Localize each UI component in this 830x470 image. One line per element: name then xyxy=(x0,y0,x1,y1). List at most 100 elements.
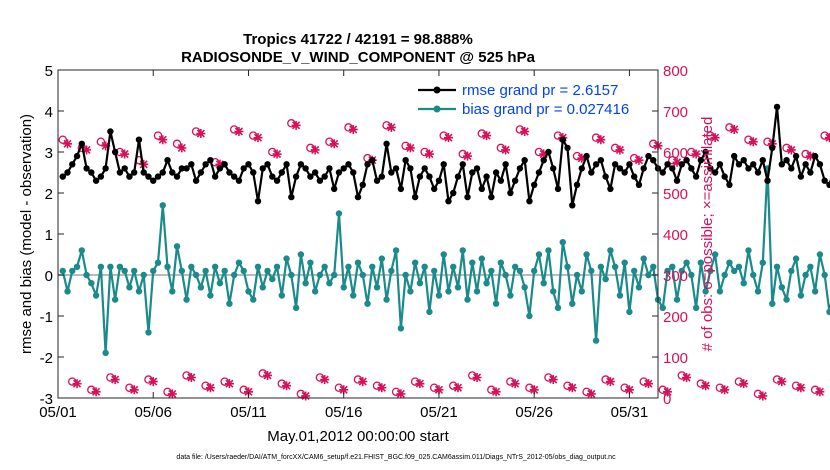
rmse-point xyxy=(711,169,719,176)
rmse-point xyxy=(154,173,162,180)
bias-point xyxy=(121,267,128,275)
rmse-point xyxy=(759,157,766,164)
bias-point xyxy=(221,267,228,275)
plot-frame xyxy=(57,69,659,399)
rmse-point xyxy=(350,169,357,176)
x-tick-label: 05/06 xyxy=(134,404,172,421)
bias-point xyxy=(397,325,405,332)
obs-assimilated-point xyxy=(263,370,273,380)
rmse-point xyxy=(502,161,509,168)
bias-point xyxy=(116,263,124,270)
rmse-point xyxy=(235,177,243,184)
bias-point xyxy=(64,288,71,295)
obs-assimilated-point xyxy=(453,383,463,393)
obs-assimilated-point xyxy=(710,133,720,143)
rmse-point xyxy=(335,169,343,176)
rmse-point xyxy=(459,161,466,168)
bias-point xyxy=(173,243,181,250)
rmse-point xyxy=(107,128,114,135)
bias-point xyxy=(321,263,328,270)
rmse-point xyxy=(173,173,181,180)
bias-point xyxy=(292,304,300,311)
bias-point xyxy=(645,271,652,279)
rmse-point xyxy=(402,157,409,164)
bias-point xyxy=(535,251,543,258)
bias-point xyxy=(388,267,395,275)
rmse-point xyxy=(550,165,557,172)
bias-point xyxy=(226,300,233,307)
bias-point xyxy=(211,263,219,270)
obs-assimilated-point xyxy=(672,157,682,167)
bias-point xyxy=(607,247,614,254)
rmse-point xyxy=(592,161,600,168)
bias-point xyxy=(359,271,366,279)
obs-assimilated-point xyxy=(472,373,482,382)
bias-point xyxy=(673,296,681,303)
bias-point xyxy=(773,263,781,270)
obs-assimilated-point xyxy=(405,143,415,153)
rmse-point xyxy=(559,136,566,143)
y-left-tick-label: 4 xyxy=(45,104,53,121)
bias-point xyxy=(302,280,309,287)
rmse-point xyxy=(516,165,524,172)
obs-assimilated-point xyxy=(148,377,158,387)
bias-point xyxy=(330,271,338,279)
y-right-tick-label: 100 xyxy=(663,350,688,367)
rmse-point xyxy=(616,165,624,172)
bias-point xyxy=(454,284,462,291)
bias-point xyxy=(569,300,576,307)
rmse-point xyxy=(797,173,805,180)
rmse-point xyxy=(721,173,728,180)
obs-assimilated-point xyxy=(463,151,473,161)
rmse-point xyxy=(240,165,247,172)
x-tick-label: 05/16 xyxy=(325,404,363,421)
bias-point xyxy=(702,288,709,295)
bias-point xyxy=(669,263,676,270)
bias-point xyxy=(445,288,452,295)
bias-point xyxy=(369,263,376,270)
bias-point xyxy=(83,271,90,279)
bias-point xyxy=(411,259,419,266)
rmse-point xyxy=(716,161,724,168)
bias-point xyxy=(488,267,495,275)
bias-point xyxy=(802,271,809,279)
obs-assimilated-point xyxy=(72,379,82,389)
obs-assimilated-point xyxy=(624,385,634,395)
rmse-point xyxy=(97,173,105,180)
bias-point xyxy=(554,304,562,311)
bias-point xyxy=(626,308,633,316)
obs-assimilated-point xyxy=(720,385,730,395)
rmse-point xyxy=(511,177,519,184)
bias-point xyxy=(326,280,333,287)
legend: rmse grand pr = 2.6157 bias grand pr = 0.… xyxy=(418,82,629,118)
obs-assimilated-point xyxy=(443,133,453,143)
obs-assimilated-point xyxy=(701,381,711,391)
obs-assimilated-point xyxy=(548,375,558,385)
bias-point xyxy=(97,263,105,270)
bias-point xyxy=(135,288,143,295)
bias-point xyxy=(307,259,314,266)
rmse-point xyxy=(630,173,638,180)
bias-point xyxy=(264,267,271,275)
bias-point xyxy=(254,263,262,270)
rmse-point xyxy=(230,173,238,180)
rmse-point xyxy=(226,169,233,176)
bias-point xyxy=(502,271,509,279)
bias-point xyxy=(183,296,190,303)
rmse-point xyxy=(692,173,700,180)
bias-point xyxy=(197,284,205,291)
obs-assimilated-point xyxy=(510,379,520,389)
rmse-point xyxy=(730,152,738,160)
bias-point xyxy=(511,263,519,270)
rmse-point xyxy=(354,193,362,201)
obs-assimilated-point xyxy=(63,139,73,149)
obs-assimilated-point xyxy=(215,159,225,169)
bias-point xyxy=(273,263,281,270)
rmse-point xyxy=(283,161,290,168)
rmse-point xyxy=(664,161,671,168)
bias-point xyxy=(478,255,486,262)
rmse-point xyxy=(673,177,681,184)
y-right-tick-label: 300 xyxy=(663,268,688,285)
rmse-point xyxy=(92,177,100,184)
rmse-point xyxy=(116,169,124,176)
